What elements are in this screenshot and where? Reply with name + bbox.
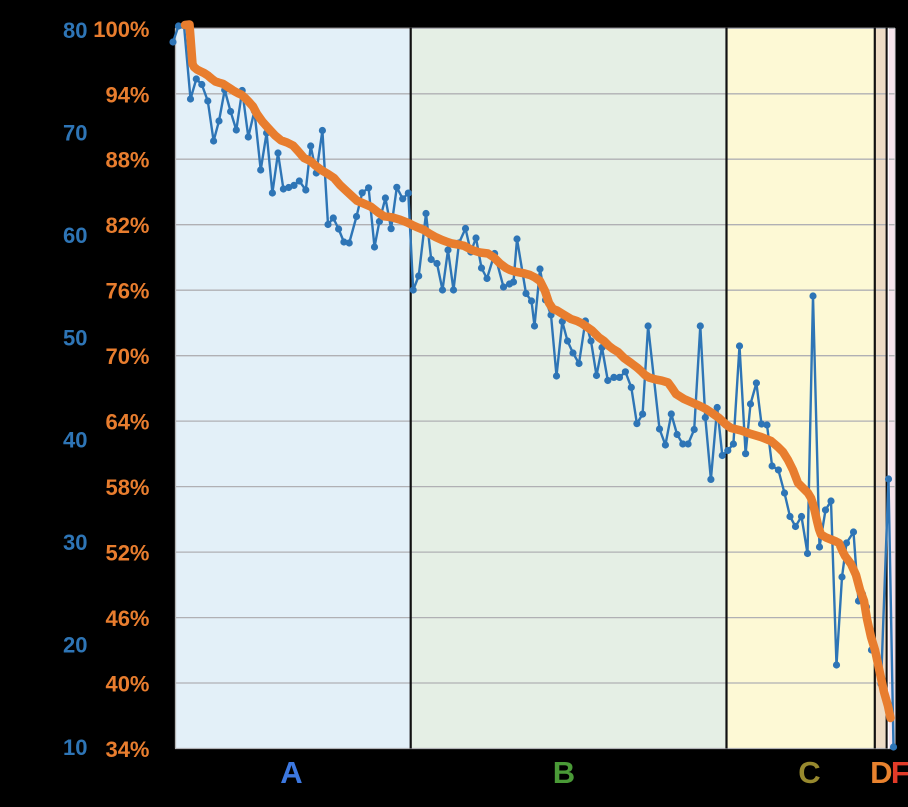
svg-text:70: 70 bbox=[63, 121, 87, 146]
svg-text:52%: 52% bbox=[105, 541, 149, 566]
svg-text:30: 30 bbox=[63, 530, 87, 555]
svg-text:82%: 82% bbox=[105, 213, 149, 238]
svg-text:F: F bbox=[891, 755, 908, 790]
svg-text:60: 60 bbox=[63, 223, 87, 248]
svg-text:D: D bbox=[870, 755, 892, 790]
svg-text:50: 50 bbox=[63, 325, 87, 350]
svg-text:94%: 94% bbox=[105, 82, 149, 107]
svg-text:64%: 64% bbox=[105, 410, 149, 435]
svg-text:A: A bbox=[280, 755, 302, 790]
svg-text:76%: 76% bbox=[105, 279, 149, 304]
svg-text:100%: 100% bbox=[93, 17, 149, 42]
svg-text:B: B bbox=[553, 755, 575, 790]
svg-text:46%: 46% bbox=[105, 606, 149, 631]
svg-text:20: 20 bbox=[63, 633, 87, 658]
svg-text:58%: 58% bbox=[105, 475, 149, 500]
svg-text:34%: 34% bbox=[105, 737, 149, 762]
svg-text:40: 40 bbox=[63, 428, 87, 453]
svg-text:10: 10 bbox=[63, 735, 87, 760]
svg-text:88%: 88% bbox=[105, 148, 149, 173]
svg-text:80: 80 bbox=[63, 18, 87, 43]
svg-text:70%: 70% bbox=[105, 344, 149, 369]
svg-text:C: C bbox=[798, 755, 820, 790]
svg-text:40%: 40% bbox=[105, 672, 149, 697]
